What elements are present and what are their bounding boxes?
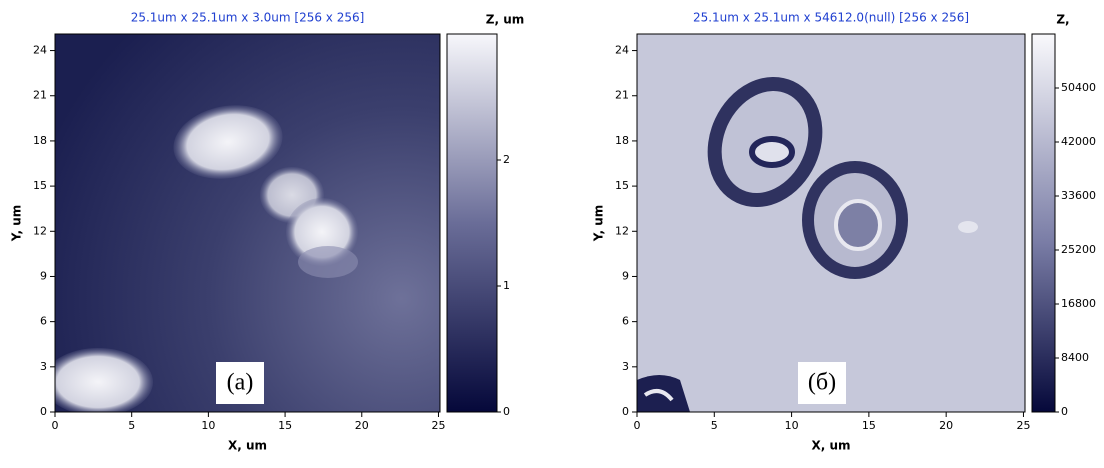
y-tick-label: 9 <box>622 269 629 282</box>
x-tick-label: 15 <box>278 419 292 432</box>
y-tick-label: 24 <box>615 44 629 57</box>
colorbar-tick-label: 1 <box>503 279 510 292</box>
y-tick-label: 6 <box>40 315 47 328</box>
x-tick-label: 5 <box>128 419 135 432</box>
panel-label-box <box>216 362 264 404</box>
panel-label: (a) <box>227 370 254 396</box>
colorbar-tick-label: 33600 <box>1061 189 1096 202</box>
y-tick-label: 21 <box>33 89 47 102</box>
y-tick-label: 0 <box>40 405 47 418</box>
colorbar-tick-label: 16800 <box>1061 297 1096 310</box>
y-tick-label: 6 <box>622 315 629 328</box>
plot-frame <box>636 33 1026 413</box>
colorbar-label: Z, <box>1056 13 1069 27</box>
x-tick-label: 0 <box>634 419 641 432</box>
chart-title: 25.1um x 25.1um x 3.0um [256 x 256] <box>131 11 365 25</box>
colorbar-tick-label: 0 <box>503 405 510 418</box>
afm-image <box>637 34 1025 412</box>
x-tick-label: 5 <box>711 419 718 432</box>
y-tick-label: 18 <box>33 134 47 147</box>
y-tick-label: 3 <box>40 360 47 373</box>
x-tick-label: 0 <box>52 419 59 432</box>
x-tick-label: 15 <box>862 419 876 432</box>
panel-label-box <box>798 362 846 404</box>
x-tick-label: 20 <box>355 419 369 432</box>
colorbar <box>446 33 498 413</box>
y-tick-label: 9 <box>40 269 47 282</box>
y-tick-label: 0 <box>622 405 629 418</box>
y-tick-label: 12 <box>33 224 47 237</box>
colorbar-tick-label: 2 <box>503 153 510 166</box>
x-axis-label: X, um <box>228 439 267 453</box>
y-tick-label: 15 <box>33 179 47 192</box>
y-tick-label: 18 <box>615 134 629 147</box>
plot-frame <box>54 33 441 413</box>
y-axis-label: Y, um <box>592 205 606 243</box>
y-tick-label: 24 <box>33 44 47 57</box>
colorbar <box>1031 33 1056 413</box>
y-tick-label: 12 <box>615 224 629 237</box>
y-tick-label: 21 <box>615 89 629 102</box>
y-axis-label: Y, um <box>10 205 24 243</box>
x-tick-label: 10 <box>201 419 215 432</box>
y-tick-label: 15 <box>615 179 629 192</box>
afm-image <box>55 34 440 412</box>
panel-label: (б) <box>808 370 836 396</box>
x-axis-label: X, um <box>811 439 850 453</box>
chart-title: 25.1um x 25.1um x 54612.0(null) [256 x 2… <box>693 11 969 25</box>
colorbar-tick-label: 42000 <box>1061 135 1096 148</box>
x-tick-label: 10 <box>785 419 799 432</box>
colorbar-tick-label: 0 <box>1061 405 1068 418</box>
x-tick-label: 25 <box>1016 419 1030 432</box>
x-tick-label: 25 <box>431 419 445 432</box>
colorbar-tick-label: 8400 <box>1061 351 1089 364</box>
colorbar-label: Z, um <box>486 13 524 27</box>
colorbar-tick-label: 25200 <box>1061 243 1096 256</box>
x-tick-label: 20 <box>939 419 953 432</box>
colorbar-tick-label: 50400 <box>1061 81 1096 94</box>
y-tick-label: 3 <box>622 360 629 373</box>
